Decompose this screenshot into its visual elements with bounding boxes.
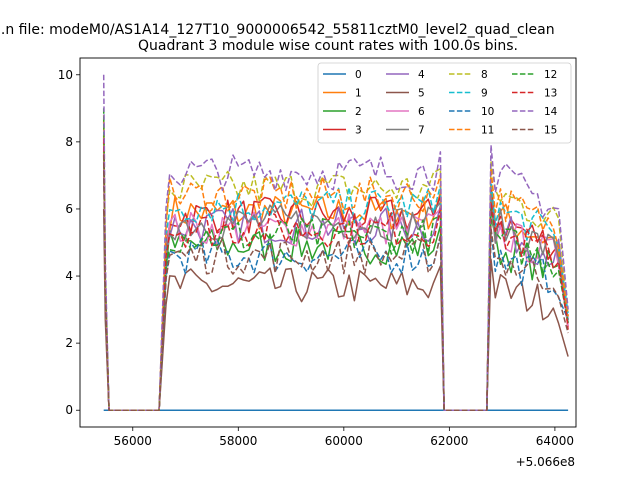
legend-label: 11 bbox=[481, 125, 494, 137]
series-line-5 bbox=[102, 208, 569, 411]
x-tick-label: 58000 bbox=[219, 434, 257, 448]
x-tick-label: 60000 bbox=[325, 434, 363, 448]
series-line-8 bbox=[102, 114, 569, 411]
series-line-2 bbox=[102, 135, 569, 411]
legend-label: 10 bbox=[481, 106, 494, 118]
y-tick-label: 2 bbox=[65, 336, 73, 350]
legend-label: 15 bbox=[544, 125, 557, 137]
series-line-14 bbox=[102, 74, 569, 411]
series-line-12 bbox=[102, 108, 569, 411]
x-tick-label: 62000 bbox=[430, 434, 468, 448]
series-line-6 bbox=[102, 148, 569, 411]
y-tick-label: 8 bbox=[65, 135, 73, 149]
legend-label: 9 bbox=[481, 88, 488, 100]
x-tick-label: 56000 bbox=[114, 434, 152, 448]
series-line-3 bbox=[102, 155, 569, 411]
legend-label: 5 bbox=[418, 88, 425, 100]
y-axis: 0 2 4 6 8 10 bbox=[58, 68, 80, 417]
legend-label: 13 bbox=[544, 88, 557, 100]
y-tick-label: 10 bbox=[58, 68, 73, 82]
legend-label: 0 bbox=[355, 69, 362, 81]
chart-title: Quadrant 3 module wise count rates with … bbox=[138, 38, 518, 54]
series-line-13 bbox=[102, 138, 569, 411]
x-tick-label: 64000 bbox=[536, 434, 574, 448]
plot-frame bbox=[79, 57, 577, 428]
y-tick-label: 0 bbox=[65, 403, 73, 417]
x-axis: 56000 58000 60000 62000 64000 bbox=[114, 427, 574, 448]
legend-box bbox=[317, 62, 572, 144]
legend-label: 1 bbox=[355, 88, 362, 100]
series-lines bbox=[102, 74, 569, 411]
legend-label: 14 bbox=[544, 106, 558, 118]
legend-label: 3 bbox=[355, 125, 362, 137]
legend-label: 4 bbox=[418, 69, 425, 81]
legend-label: 8 bbox=[481, 69, 488, 81]
legend-label: 12 bbox=[544, 69, 557, 81]
x-offset-label: +5.066e8 bbox=[516, 455, 575, 469]
suptitle: ...n file: modeM0/AS1A14_127T10_90000065… bbox=[0, 22, 555, 38]
y-tick-label: 4 bbox=[65, 269, 73, 283]
y-tick-label: 6 bbox=[65, 202, 73, 216]
legend-label: 7 bbox=[418, 125, 425, 137]
legend-label: 2 bbox=[355, 106, 362, 118]
legend-label: 6 bbox=[418, 106, 425, 118]
series-line-11 bbox=[102, 118, 569, 411]
series-line-15 bbox=[102, 155, 569, 411]
series-line-10 bbox=[102, 161, 569, 411]
series-line-9 bbox=[102, 121, 569, 411]
